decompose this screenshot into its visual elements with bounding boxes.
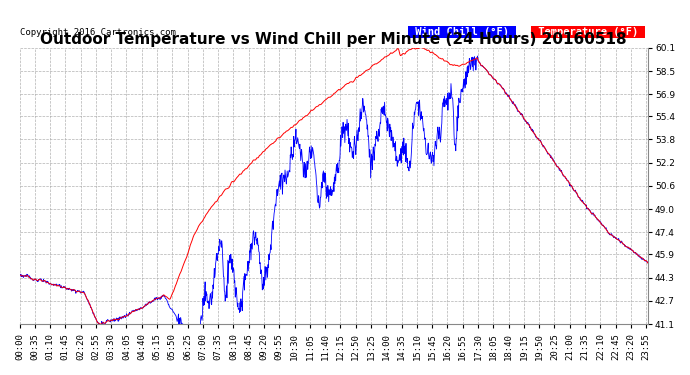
Text: Copyright 2016 Cartronics.com: Copyright 2016 Cartronics.com — [19, 28, 175, 37]
Text: Wind Chill (°F): Wind Chill (°F) — [409, 27, 515, 37]
Title: Outdoor Temperature vs Wind Chill per Minute (24 Hours) 20160518: Outdoor Temperature vs Wind Chill per Mi… — [41, 32, 627, 46]
Text: Temperature (°F): Temperature (°F) — [532, 27, 644, 37]
